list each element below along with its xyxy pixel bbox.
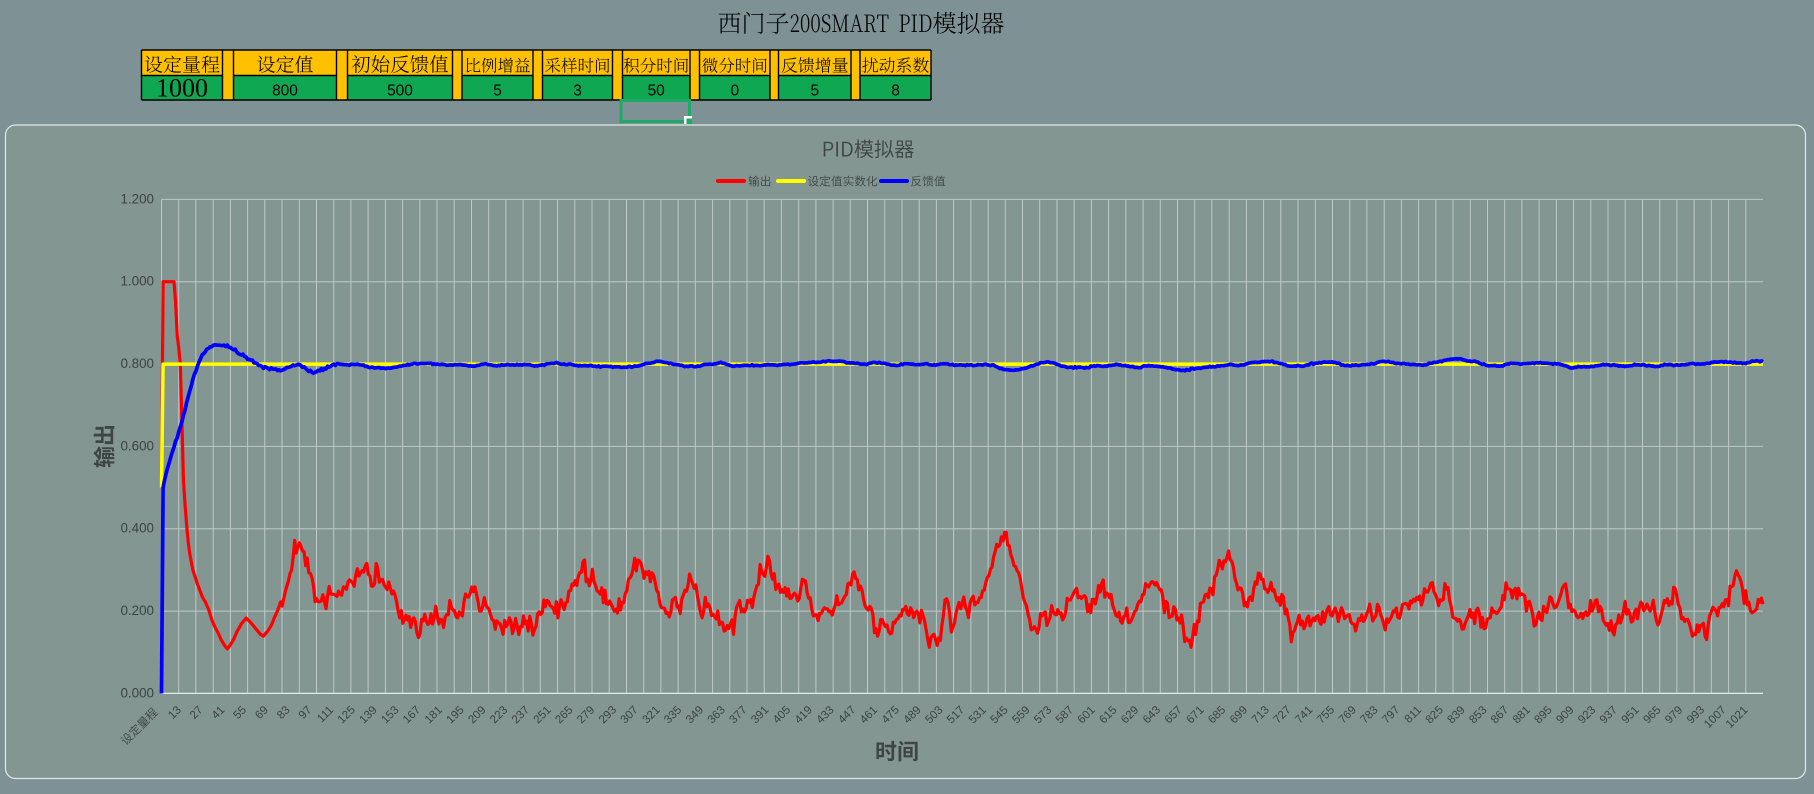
svg-text:1.000: 1.000 — [120, 274, 154, 289]
svg-text:5: 5 — [810, 83, 819, 100]
svg-text:5: 5 — [493, 83, 502, 100]
svg-text:8: 8 — [891, 83, 900, 100]
svg-text:0: 0 — [730, 83, 739, 100]
svg-text:0.600: 0.600 — [120, 438, 154, 453]
svg-text:1.200: 1.200 — [120, 191, 154, 206]
svg-text:0.200: 0.200 — [120, 603, 154, 618]
svg-text:1000: 1000 — [156, 74, 208, 103]
svg-text:0.000: 0.000 — [120, 685, 154, 700]
svg-text:800: 800 — [272, 83, 298, 100]
svg-text:50: 50 — [648, 83, 666, 100]
svg-text:0.400: 0.400 — [120, 521, 154, 536]
svg-text:3: 3 — [573, 83, 582, 100]
svg-text:0.800: 0.800 — [120, 356, 154, 371]
svg-text:500: 500 — [387, 83, 413, 100]
